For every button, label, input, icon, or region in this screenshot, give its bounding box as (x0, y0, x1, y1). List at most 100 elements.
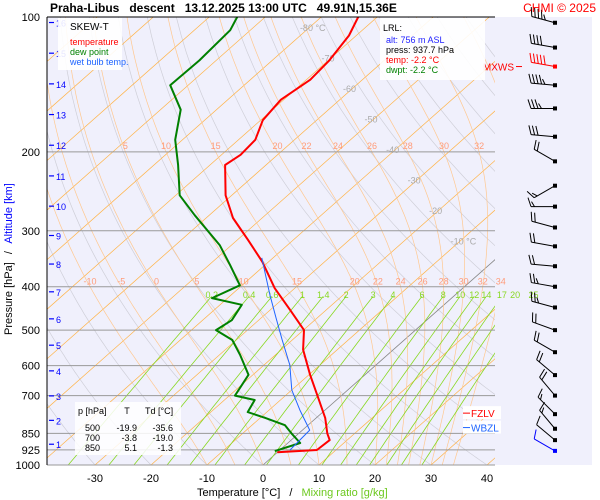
wind-barb (539, 402, 557, 431)
wind-barb-feather (529, 33, 532, 44)
moist-adiabat-label: 15 (211, 141, 221, 151)
wind-barb-feather (536, 297, 540, 304)
wind-barb-point (553, 373, 557, 378)
wind-barb (530, 211, 557, 230)
wind-barb-feather (542, 78, 546, 85)
moist-adiabat-label: 20 (350, 277, 360, 287)
moist-adiabat-label: 24 (396, 277, 406, 287)
wind-barb-point (553, 204, 557, 209)
moist-adiabat-label: 15 (292, 277, 302, 287)
altitude-tick-label: 6 (56, 315, 61, 325)
wind-barb-point (553, 134, 557, 139)
wind-barb-feather (541, 371, 548, 381)
mixing-ratio-line (340, 295, 461, 465)
wind-barb-point (553, 225, 557, 230)
wind-barb (529, 52, 557, 69)
wind-barb-feather (532, 233, 536, 243)
isotherm-label: -20 (429, 206, 442, 216)
wind-barb (533, 429, 557, 453)
pressure-tick-label: 700 (22, 391, 40, 403)
lrl-heading: LRL: (383, 23, 402, 33)
wind-barb (529, 273, 557, 289)
mixing-ratio-label: 14 (481, 290, 491, 300)
wind-barb (533, 330, 557, 355)
altitude-tick-label: 5 (56, 341, 61, 351)
wind-barb-feather (535, 278, 539, 284)
wind-barb (530, 291, 557, 310)
moist-adiabat-label: 24 (333, 141, 343, 151)
isotherm (150, 160, 495, 465)
moist-adiabat-label: 10 (161, 141, 171, 151)
mixing-ratio-label: 0.2 (205, 290, 218, 300)
wind-barb-point (553, 284, 557, 289)
isotherm (262, 259, 495, 465)
moist-adiabat-label: 5 (194, 277, 199, 287)
wbzl-label-bg (463, 420, 501, 434)
wind-barb-point (553, 393, 557, 398)
wind-barb-feather (530, 211, 533, 222)
wind-barb-feather (527, 197, 532, 207)
dew-point-line (169, 17, 302, 453)
wind-barb-feather (532, 273, 536, 284)
wind-barb-feather (531, 74, 536, 84)
wind-barb-point (553, 83, 557, 88)
wind-barb-staff (531, 300, 556, 308)
temperature-tick-label: 0 (260, 473, 266, 485)
wind-barb (529, 33, 557, 50)
wind-barb-feather (534, 292, 536, 303)
mixing-ratio-line (321, 295, 444, 465)
x-axis-title: Temperature [°C] / Mixing ratio [g/kg] (197, 487, 388, 499)
wind-barb (536, 350, 557, 378)
wind-barb-feather (531, 201, 535, 207)
temperature-tick-label: 40 (481, 473, 493, 485)
x-axis-title-sep: / (289, 487, 293, 499)
wind-barb-staff (536, 424, 556, 441)
altitude-tick-label: 9 (56, 232, 61, 242)
legend-temperature: temperature (70, 37, 119, 47)
wind-barb (529, 232, 557, 249)
pressure-tick-label: 300 (22, 226, 40, 238)
wind-barb-point (553, 305, 557, 310)
wind-barb-feather (528, 125, 532, 135)
wind-barb-feather (529, 52, 532, 63)
wind-barb-feather (530, 291, 533, 302)
isotherm-label: -10 °C (451, 237, 477, 247)
pressure-tick-label: 100 (22, 12, 40, 24)
lrl-alt: alt: 756 m ASL (386, 35, 445, 45)
mixing-ratio-line (189, 295, 324, 465)
wind-barb-feather (531, 192, 538, 197)
wind-barb-staff (531, 42, 556, 49)
lrl-dwpt: dwpt: -2.2 °C (386, 65, 439, 75)
mixing-ratio-line (298, 295, 423, 465)
wind-barb-feather (537, 388, 543, 398)
wind-barb-feather (538, 74, 543, 85)
wind-barb-feather (536, 332, 540, 343)
mxws-label: MXWS (483, 63, 514, 74)
wind-barb-point (553, 45, 557, 50)
mixing-ratio-label: 0.6 (266, 290, 279, 300)
wind-barb-feather (535, 125, 539, 136)
wind-barb-point (553, 106, 557, 111)
dry-adiabat (291, 17, 495, 284)
dry-adiabat (262, 17, 495, 321)
mixing-ratio-label: 12 (469, 290, 479, 300)
isotherm (47, 17, 210, 162)
wind-barb-point (553, 20, 557, 25)
altitude-tick-label: 8 (56, 260, 61, 270)
altitude-tick-label: 12 (56, 141, 66, 151)
wind-barb-staff (537, 396, 556, 415)
isotherm-label: -40 (386, 145, 399, 155)
wind-barb-feather (531, 255, 536, 265)
wind-barb-feather (533, 330, 537, 341)
moist-adiabat-label: 28 (439, 277, 449, 287)
wind-barb-staff (536, 359, 556, 376)
wind-barb-feather (528, 73, 532, 84)
mixing-ratio-line (401, 324, 495, 465)
mixing-ratio-label: 3 (371, 290, 376, 300)
table-cell: 700 (85, 433, 100, 443)
wind-barb-feather (533, 139, 537, 150)
pressure-tick-label: 1000 (16, 460, 40, 472)
wind-barb-point (553, 328, 557, 333)
moist-adiabat-label: 32 (474, 141, 484, 151)
table-cell: -35.6 (152, 423, 173, 433)
